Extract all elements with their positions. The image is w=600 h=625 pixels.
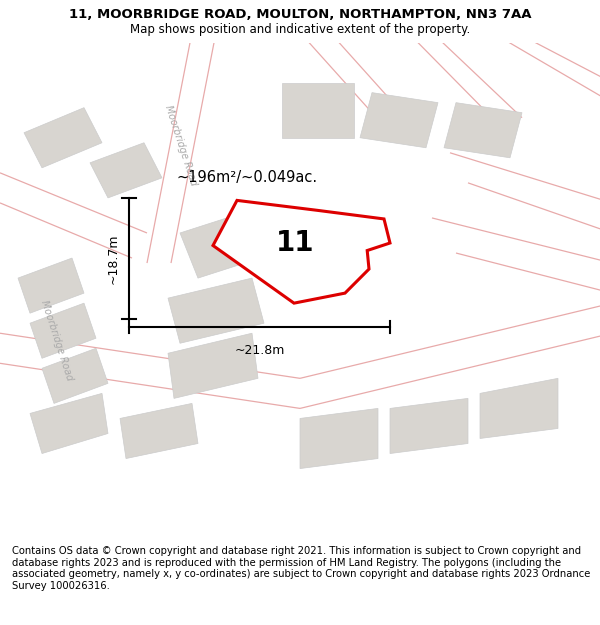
Text: ~196m²/~0.049ac.: ~196m²/~0.049ac. — [177, 171, 318, 186]
Text: 11: 11 — [276, 229, 314, 257]
Polygon shape — [168, 333, 258, 398]
Polygon shape — [42, 348, 108, 403]
Polygon shape — [444, 102, 522, 158]
Polygon shape — [282, 82, 354, 138]
Polygon shape — [120, 403, 198, 459]
Polygon shape — [213, 201, 390, 303]
Polygon shape — [168, 278, 264, 343]
Text: Moorbridge Road: Moorbridge Road — [163, 104, 199, 187]
Polygon shape — [390, 398, 468, 454]
Text: ~21.8m: ~21.8m — [235, 344, 284, 357]
Polygon shape — [18, 258, 84, 313]
Text: Moorbridge Road: Moorbridge Road — [39, 299, 75, 382]
Text: Map shows position and indicative extent of the property.: Map shows position and indicative extent… — [130, 23, 470, 36]
Text: 11, MOORBRIDGE ROAD, MOULTON, NORTHAMPTON, NN3 7AA: 11, MOORBRIDGE ROAD, MOULTON, NORTHAMPTO… — [69, 9, 531, 21]
Text: Contains OS data © Crown copyright and database right 2021. This information is : Contains OS data © Crown copyright and d… — [12, 546, 590, 591]
Text: ~18.7m: ~18.7m — [107, 233, 120, 284]
Polygon shape — [180, 208, 276, 278]
Polygon shape — [90, 142, 162, 198]
Polygon shape — [24, 107, 102, 168]
Polygon shape — [480, 378, 558, 439]
Polygon shape — [300, 408, 378, 469]
Polygon shape — [30, 303, 96, 358]
Polygon shape — [30, 393, 108, 454]
Polygon shape — [360, 92, 438, 148]
